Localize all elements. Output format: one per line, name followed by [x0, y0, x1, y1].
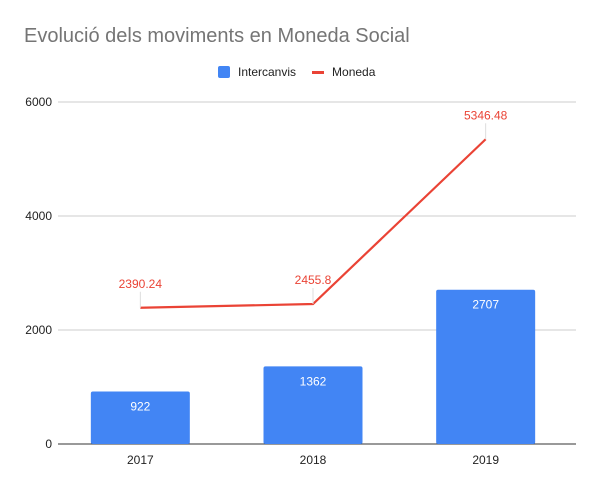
bar-swatch-icon [218, 66, 230, 78]
line-value-label: 2390.24 [119, 277, 163, 291]
legend-item-moneda[interactable]: Moneda [312, 65, 375, 79]
bar-intercanvis[interactable] [436, 289, 536, 444]
x-tick-label: 2019 [472, 453, 499, 467]
y-tick-label: 4000 [25, 209, 52, 223]
x-tick-label: 2017 [127, 453, 154, 467]
bar-intercanvis[interactable] [263, 366, 363, 444]
legend-label: Intercanvis [238, 65, 297, 79]
y-tick-label: 6000 [25, 95, 52, 109]
line-value-label: 2455.8 [295, 273, 332, 287]
bar-value-label: 2707 [472, 298, 499, 312]
chart-title: Evolució dels moviments en Moneda Social [24, 25, 410, 47]
bar-value-label: 922 [130, 399, 150, 413]
x-tick-label: 2018 [300, 453, 327, 467]
line-swatch-icon [312, 70, 325, 74]
legend: Intercanvis Moneda [218, 65, 391, 79]
y-tick-label: 0 [45, 437, 52, 451]
line-value-label: 5346.48 [464, 108, 508, 122]
y-tick-label: 2000 [25, 323, 52, 337]
legend-label: Moneda [332, 65, 376, 79]
bar-intercanvis[interactable] [90, 391, 190, 444]
legend-item-intercanvis[interactable]: Intercanvis [218, 65, 296, 79]
bar-value-label: 1362 [300, 374, 327, 388]
